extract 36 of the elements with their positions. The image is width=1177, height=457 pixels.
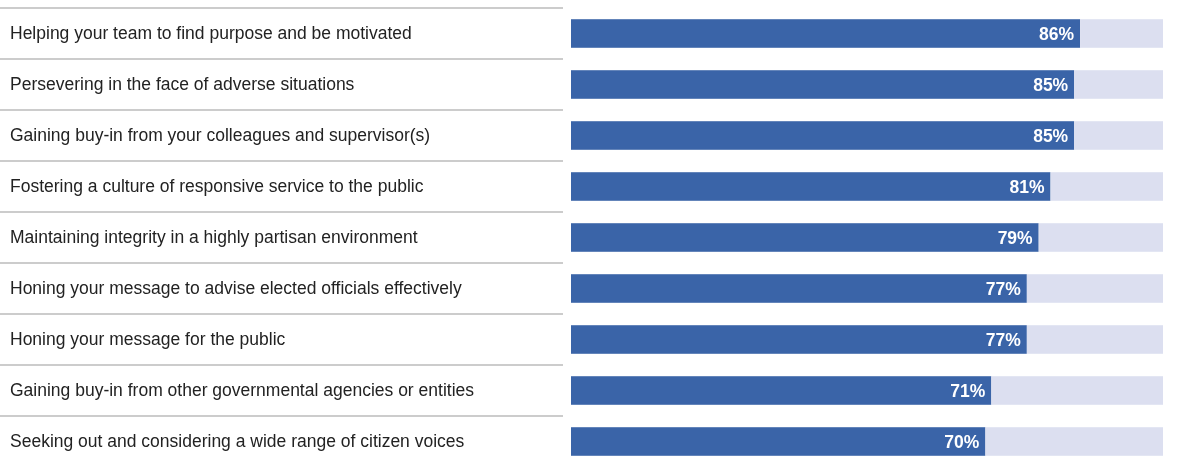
y-tick-label: Helping your team to find purpose and be motivated [10,23,412,44]
data-label: 86% [1039,23,1075,44]
data-label: 85% [1033,74,1069,95]
bar [571,121,1075,150]
y-tick-label: Gaining buy-in from your colleagues and supervisor(s) [10,125,431,146]
bar [985,427,1163,456]
bar [1074,121,1163,150]
data-label: 81% [1009,176,1045,197]
bar [1074,70,1163,99]
bar [1050,172,1163,201]
bar [571,427,986,456]
data-label: 77% [985,278,1022,299]
data-label: 77% [985,329,1022,350]
bar [571,70,1075,99]
y-tick-label: Maintaining integrity in a highly partisan environment [10,227,418,248]
y-tick-label: Honing your message to advise elected officials effectively [10,278,462,299]
data-label: 85% [1033,125,1069,146]
bar [1026,274,1163,303]
data-label: 71% [950,380,986,401]
bar [571,376,992,405]
y-tick-label: Persevering in the face of adverse situations [10,74,355,95]
y-tick-label: Gaining buy-in from other governmental agencies or entities [10,380,475,401]
bar [571,172,1051,201]
bar [1080,19,1163,48]
y-tick-label: Fostering a culture of responsive service to the public [10,176,424,197]
bar [571,274,1027,303]
data-label: 79% [997,227,1034,248]
bar [1026,325,1163,354]
y-tick-label: Honing your message for the public [10,329,286,350]
bar [1038,223,1163,252]
bar [991,376,1163,405]
bar [571,325,1027,354]
bar [571,223,1039,252]
y-tick-label: Seeking out and considering a wide range of citizen voices [10,431,465,452]
data-label: 70% [944,431,980,452]
bar [571,19,1081,48]
